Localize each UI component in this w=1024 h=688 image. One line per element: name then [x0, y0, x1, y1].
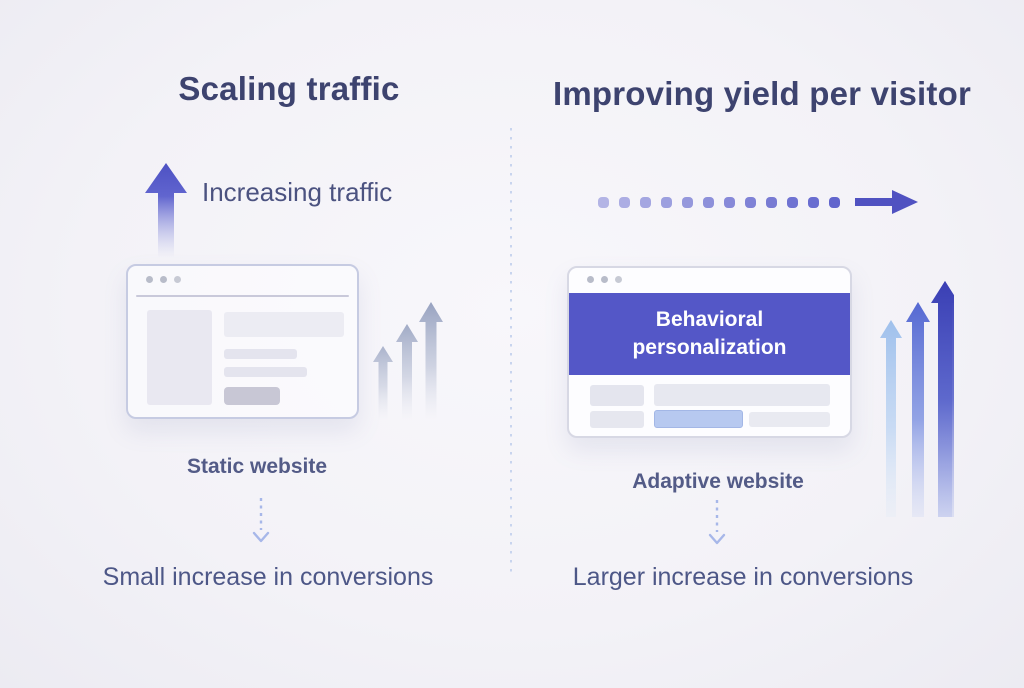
- dot: [724, 196, 735, 208]
- static-website-mockup: [126, 264, 359, 419]
- dot: [766, 196, 777, 208]
- window-dot-icon: [587, 276, 594, 283]
- adaptive-website-mockup: Behavioral personalization: [567, 266, 852, 438]
- thumbnail-placeholder: [590, 411, 644, 428]
- thumbnail-placeholder: [590, 385, 644, 406]
- small-growth-arrows-icon: [373, 302, 443, 420]
- dot: [682, 196, 693, 208]
- personalization-banner-label: Behavioral personalization: [632, 307, 787, 359]
- static-website-label: Static website: [186, 455, 328, 478]
- dot: [619, 196, 630, 208]
- arrow-head-icon: [855, 190, 918, 214]
- window-dot-icon: [615, 276, 622, 283]
- window-dot-icon: [601, 276, 608, 283]
- text-line-placeholder: [224, 349, 297, 359]
- small-increase-label: Small increase in conversions: [102, 563, 434, 591]
- large-growth-arrows-icon: [880, 281, 954, 517]
- adaptive-website-label: Adaptive website: [632, 470, 804, 493]
- text-line-placeholder: [749, 412, 830, 427]
- text-line-placeholder: [224, 367, 307, 377]
- up-arrow-icon: [145, 163, 187, 258]
- center-divider: [510, 128, 512, 572]
- window-controls: [146, 276, 181, 283]
- window-dot-icon: [174, 276, 181, 283]
- right-section-title: Improving yield per visitor: [553, 75, 971, 112]
- window-dot-icon: [160, 276, 167, 283]
- dashed-down-arrow-icon: [252, 498, 270, 543]
- dashed-down-arrow-icon: [708, 500, 726, 545]
- window-controls: [587, 276, 622, 283]
- dot: [661, 196, 672, 208]
- heading-placeholder: [224, 312, 344, 337]
- larger-increase-label: Larger increase in conversions: [572, 563, 914, 591]
- dot: [745, 196, 756, 208]
- dot: [787, 196, 798, 208]
- personalization-banner: Behavioral personalization: [569, 293, 850, 375]
- dotted-forward-arrow: [598, 189, 919, 215]
- dot: [640, 196, 651, 208]
- dot: [808, 196, 819, 208]
- dot: [598, 196, 609, 208]
- image-placeholder: [147, 310, 212, 405]
- toolbar-divider: [136, 295, 349, 297]
- dot: [829, 196, 840, 208]
- dot: [703, 196, 714, 208]
- window-dot-icon: [146, 276, 153, 283]
- left-section-title: Scaling traffic: [178, 70, 400, 107]
- text-line-placeholder: [654, 384, 830, 406]
- button-placeholder: [224, 387, 280, 405]
- increasing-traffic-label: Increasing traffic: [202, 177, 393, 207]
- highlighted-row-placeholder: [654, 410, 743, 428]
